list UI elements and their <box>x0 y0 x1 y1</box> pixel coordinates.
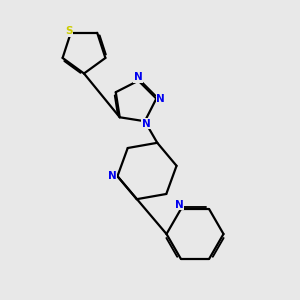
Text: N: N <box>108 171 116 181</box>
Text: N: N <box>157 94 165 103</box>
Text: N: N <box>142 118 151 129</box>
Text: N: N <box>134 72 143 82</box>
Text: S: S <box>65 26 72 36</box>
Text: N: N <box>175 200 184 210</box>
